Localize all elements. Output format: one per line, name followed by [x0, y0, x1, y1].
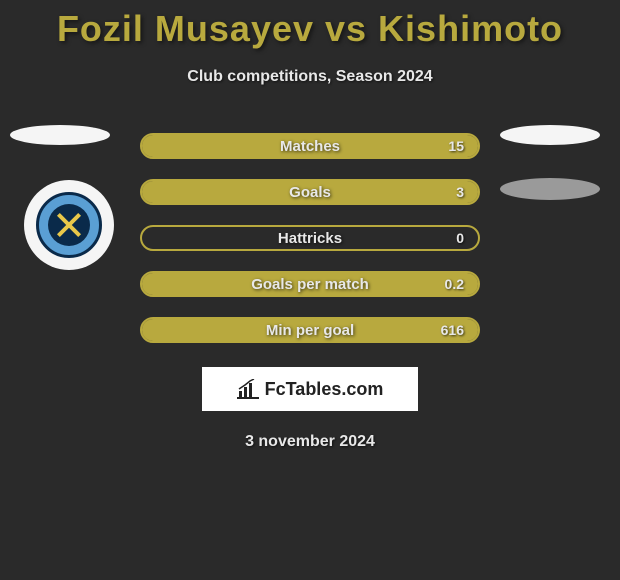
stat-label: Hattricks	[142, 230, 478, 247]
stat-row: Min per goal 616	[10, 315, 610, 345]
subtitle: Club competitions, Season 2024	[0, 68, 620, 86]
watermark: FcTables.com	[202, 367, 418, 411]
stat-row: Matches 15	[10, 131, 610, 161]
date-text: 3 november 2024	[0, 433, 620, 451]
watermark-text: FcTables.com	[265, 379, 384, 400]
stat-value-right: 616	[441, 322, 464, 338]
stat-label: Goals per match	[142, 276, 478, 293]
stat-value-right: 0.2	[445, 276, 464, 292]
stat-label: Min per goal	[142, 322, 478, 339]
stats-list: Matches 15 Goals 3 Hattricks 0	[0, 131, 620, 345]
stat-bar: Matches 15	[140, 133, 480, 159]
stat-row: Hattricks 0	[10, 223, 610, 253]
stat-value-right: 0	[456, 230, 464, 246]
stat-bar: Goals 3	[140, 179, 480, 205]
stat-bar: Hattricks 0	[140, 225, 480, 251]
stat-label: Goals	[142, 184, 478, 201]
comparison-card: Fozil Musayev vs Kishimoto Club competit…	[0, 0, 620, 451]
page-title: Fozil Musayev vs Kishimoto	[0, 0, 620, 50]
chart-icon	[237, 379, 259, 399]
stat-row: Goals 3	[10, 177, 610, 207]
stat-row: Goals per match 0.2	[10, 269, 610, 299]
stat-label: Matches	[142, 138, 478, 155]
stat-bar: Goals per match 0.2	[140, 271, 480, 297]
stat-bar: Min per goal 616	[140, 317, 480, 343]
stat-value-right: 15	[448, 138, 464, 154]
stat-value-right: 3	[456, 184, 464, 200]
